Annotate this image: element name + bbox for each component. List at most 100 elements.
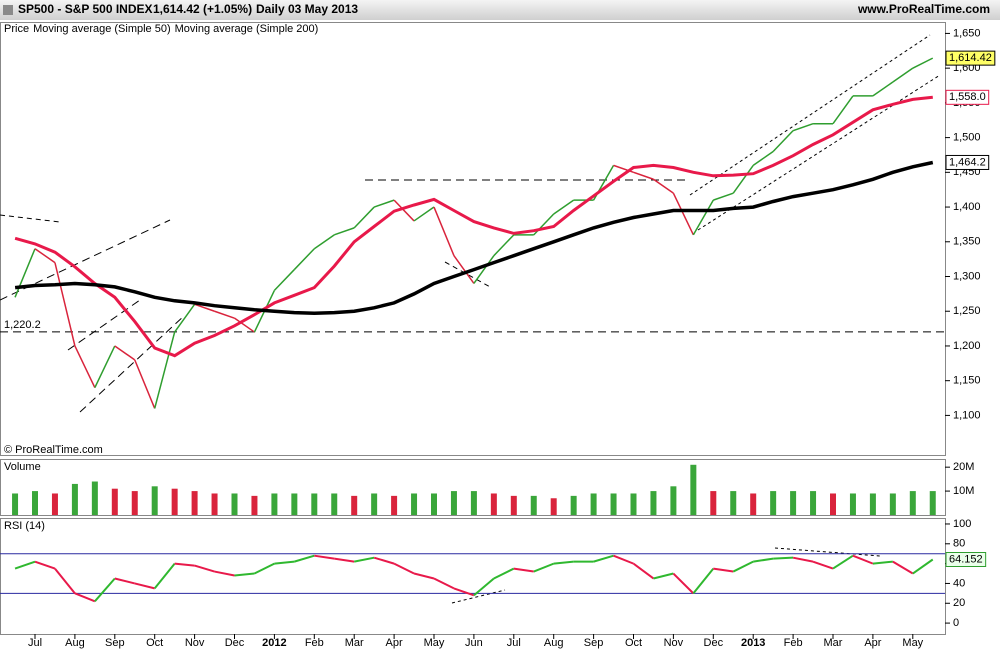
series-segment	[533, 562, 555, 573]
volume-bar	[630, 493, 637, 515]
reference-label: 1,220.2	[4, 319, 41, 331]
series-segment	[633, 171, 654, 180]
series-segment	[54, 567, 76, 594]
x-tick-label: Nov	[185, 637, 205, 649]
volume-bar	[111, 488, 118, 515]
series-segment	[453, 587, 475, 597]
series-segment	[553, 199, 575, 215]
series-segment	[493, 567, 515, 580]
series-segment	[373, 199, 395, 208]
volume-bar	[271, 493, 278, 515]
x-tick-label: Aug	[544, 637, 564, 649]
volume-bar	[291, 493, 298, 515]
x-tick-label: May	[902, 637, 923, 649]
series-segment	[34, 248, 56, 264]
x-tick-label: Feb	[305, 637, 324, 649]
series-segment	[713, 567, 734, 573]
series-segment	[294, 554, 315, 563]
series-segment	[94, 577, 116, 602]
last-value-label: 64.152	[949, 553, 983, 565]
series-segment	[393, 562, 415, 575]
last-value-box	[945, 154, 990, 170]
series-segment	[672, 572, 695, 595]
series-segment	[892, 560, 914, 575]
series-segment	[433, 577, 455, 590]
series-segment	[513, 567, 534, 573]
volume-bar	[530, 495, 537, 515]
volume-bar	[431, 493, 437, 515]
rsi-panel	[0, 518, 946, 635]
volume-bar	[311, 493, 318, 515]
volume-bar	[391, 495, 398, 515]
series-segment	[334, 227, 355, 236]
volume-bar	[171, 488, 178, 515]
x-tick-label: Sep	[105, 637, 125, 649]
x-tick-label: Aug	[65, 637, 85, 649]
legend-entry: Moving average (Simple 50)	[33, 23, 171, 35]
series-segment	[74, 345, 96, 388]
price-panel	[0, 22, 946, 456]
volume-bar	[690, 464, 697, 515]
x-tick-label: Jul	[507, 637, 521, 649]
volume-bar	[351, 495, 358, 515]
last-value-box	[945, 89, 990, 105]
series-segment	[872, 560, 893, 565]
series-segment	[692, 199, 714, 236]
series-segment	[773, 556, 794, 560]
panel-title: RSI (14)	[4, 520, 45, 532]
volume-bar	[32, 491, 38, 515]
series-segment	[174, 562, 195, 567]
series-segment	[274, 560, 295, 565]
series-segment	[852, 554, 874, 565]
volume-bar	[510, 495, 517, 515]
x-tick-label: Dec	[225, 637, 245, 649]
series-segment	[14, 560, 36, 570]
series-segment	[34, 560, 56, 570]
series-segment	[912, 558, 934, 575]
series-segment	[314, 554, 335, 560]
series-segment	[653, 178, 674, 194]
volume-bar	[470, 491, 477, 515]
trendline	[774, 547, 881, 557]
y-tick-label: 1,250	[953, 305, 981, 317]
series-segment	[373, 556, 395, 565]
series-segment	[74, 592, 96, 603]
quote: 1,614.42 (+1.05%)	[153, 2, 252, 16]
series-segment	[753, 557, 774, 563]
volume-bar	[191, 491, 198, 515]
volume-bar	[869, 493, 876, 515]
volume-bar	[790, 491, 797, 515]
volume-bar	[650, 491, 657, 515]
y-tick-label: 100	[953, 518, 971, 530]
y-tick-label: 1,300	[953, 270, 981, 282]
volume-bar	[849, 493, 856, 515]
y-tick-label: 10M	[953, 485, 974, 497]
series-segment	[134, 582, 155, 590]
series-segment	[393, 199, 415, 222]
y-tick-label: 20	[953, 597, 965, 609]
last-value-box	[945, 50, 996, 66]
series-segment	[653, 572, 674, 580]
series-segment	[273, 269, 295, 291]
volume-bar	[830, 493, 836, 515]
series-segment	[473, 577, 495, 597]
symbol: SP500 - S&P 500 INDEX	[18, 2, 153, 16]
volume-bar	[331, 493, 338, 515]
x-tick-label: 2013	[741, 637, 765, 649]
series-segment	[413, 572, 435, 580]
series-segment	[692, 567, 715, 594]
x-tick-label: Mar	[824, 637, 843, 649]
series-line	[14, 95, 933, 358]
series-segment	[114, 345, 136, 361]
series-segment	[493, 234, 515, 257]
series-segment	[912, 57, 934, 69]
series-segment	[293, 248, 315, 271]
series-segment	[134, 359, 156, 409]
site: www.ProRealTime.com	[857, 2, 990, 16]
series-segment	[812, 560, 834, 570]
series-segment	[174, 303, 196, 333]
volume-bar	[51, 493, 58, 515]
last-value-box	[945, 552, 987, 568]
panel-title: Volume	[4, 461, 41, 473]
